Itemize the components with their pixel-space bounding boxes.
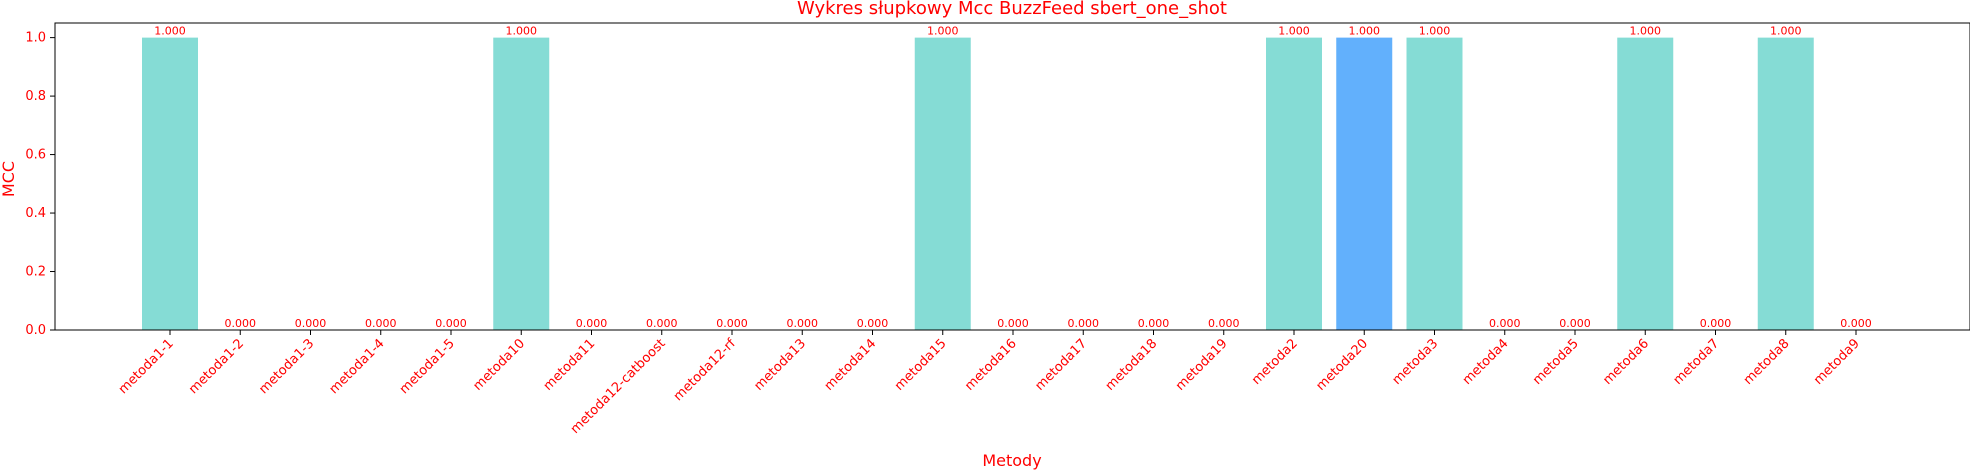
bar-metoda6 <box>1617 37 1674 330</box>
y-tick-label-1.0: 1.0 <box>25 31 46 46</box>
value-label-metoda1-5: 0.000 <box>435 317 467 330</box>
y-tick-label-0.0: 0.0 <box>25 323 46 338</box>
y-tick-label-0.8: 0.8 <box>25 89 46 104</box>
x-tick-label-metoda15: metoda15 <box>892 336 950 394</box>
value-label-metoda9: 0.000 <box>1840 317 1872 330</box>
value-label-metoda12-rf: 0.000 <box>716 317 748 330</box>
plot-frame <box>54 22 1970 331</box>
x-tick-label-metoda9: metoda9 <box>1811 336 1863 388</box>
x-tick-label-metoda4: metoda4 <box>1460 336 1512 388</box>
value-label-metoda13: 0.000 <box>787 317 819 330</box>
y-tick-label-0.6: 0.6 <box>25 148 46 163</box>
value-label-metoda1-2: 0.000 <box>225 317 257 330</box>
x-tick-label-metoda19: metoda19 <box>1173 336 1231 394</box>
value-labels-layer: 1.000 0.000 0.000 0.000 0.000 1.000 0.000 0.000… <box>154 25 1872 330</box>
value-label-metoda8: 1.000 <box>1770 25 1802 38</box>
x-tick-label-metoda7: metoda7 <box>1671 336 1723 388</box>
x-tick-label-metoda11: metoda11 <box>541 336 599 394</box>
chart-title: Wykres słupkowy Mcc BuzzFeed sbert_one_s… <box>797 0 1227 19</box>
x-ticks-layer: metoda1-1 metoda1-2 metoda1-3 metoda1-4 meto… <box>116 330 1863 437</box>
x-tick-label-metoda17: metoda17 <box>1032 336 1090 394</box>
value-label-metoda15: 1.000 <box>927 25 959 38</box>
x-tick-label-metoda1-2: metoda1-2 <box>186 336 247 397</box>
value-label-metoda2: 1.000 <box>1278 25 1310 38</box>
bar-metoda15 <box>914 37 971 330</box>
y-tick-label-0.2: 0.2 <box>25 265 46 280</box>
x-tick-label-metoda16: metoda16 <box>962 336 1020 394</box>
value-label-metoda12-catboost: 0.000 <box>646 317 678 330</box>
x-tick-label-metoda12-rf: metoda12-rf <box>671 336 739 404</box>
value-label-metoda16: 0.000 <box>997 317 1029 330</box>
x-tick-label-metoda3: metoda3 <box>1390 336 1442 388</box>
x-tick-label-metoda20: metoda20 <box>1313 336 1371 394</box>
x-tick-label-metoda14: metoda14 <box>822 336 880 394</box>
value-label-metoda5: 0.000 <box>1559 317 1591 330</box>
x-tick-label-metoda10: metoda10 <box>470 336 528 394</box>
value-label-metoda20: 1.000 <box>1349 25 1381 38</box>
bar-metoda2 <box>1266 37 1322 330</box>
value-label-metoda1-1: 1.000 <box>154 25 186 38</box>
value-label-metoda11: 0.000 <box>576 317 608 330</box>
x-tick-label-metoda2: metoda2 <box>1249 336 1301 388</box>
value-label-metoda6: 1.000 <box>1630 25 1662 38</box>
y-axis-label: MCC <box>0 161 18 197</box>
bar-metoda1-1 <box>142 37 198 330</box>
bar-metoda20 <box>1336 37 1393 330</box>
value-label-metoda3: 1.000 <box>1419 25 1451 38</box>
x-tick-label-metoda18: metoda18 <box>1103 336 1161 394</box>
x-tick-label-metoda6: metoda6 <box>1600 336 1652 388</box>
value-label-metoda7: 0.000 <box>1700 317 1732 330</box>
bars-layer <box>142 37 1814 330</box>
x-tick-label-metoda1-3: metoda1-3 <box>256 336 317 397</box>
value-label-metoda10: 1.000 <box>506 25 538 38</box>
x-tick-label-metoda13: metoda13 <box>751 336 809 394</box>
y-tick-label-0.4: 0.4 <box>25 206 46 221</box>
x-tick-label-metoda1-5: metoda1-5 <box>397 336 458 397</box>
value-label-metoda18: 0.000 <box>1138 317 1170 330</box>
x-tick-label-metoda8: metoda8 <box>1741 336 1793 388</box>
value-label-metoda1-3: 0.000 <box>295 317 327 330</box>
value-label-metoda19: 0.000 <box>1208 317 1240 330</box>
value-label-metoda17: 0.000 <box>1068 317 1100 330</box>
x-tick-label-metoda1-1: metoda1-1 <box>116 336 177 397</box>
x-tick-label-metoda5: metoda5 <box>1530 336 1582 388</box>
value-label-metoda14: 0.000 <box>857 317 889 330</box>
x-axis-label: Metody <box>982 451 1041 470</box>
y-ticks-layer: 0.0 0.2 0.4 0.6 0.8 1.0 <box>25 31 55 338</box>
value-label-metoda1-4: 0.000 <box>365 317 397 330</box>
bar-metoda3 <box>1406 37 1463 330</box>
x-tick-label-metoda1-4: metoda1-4 <box>327 336 388 397</box>
bar-metoda8 <box>1757 37 1814 330</box>
bar-metoda10 <box>493 37 550 330</box>
value-label-metoda4: 0.000 <box>1489 317 1521 330</box>
